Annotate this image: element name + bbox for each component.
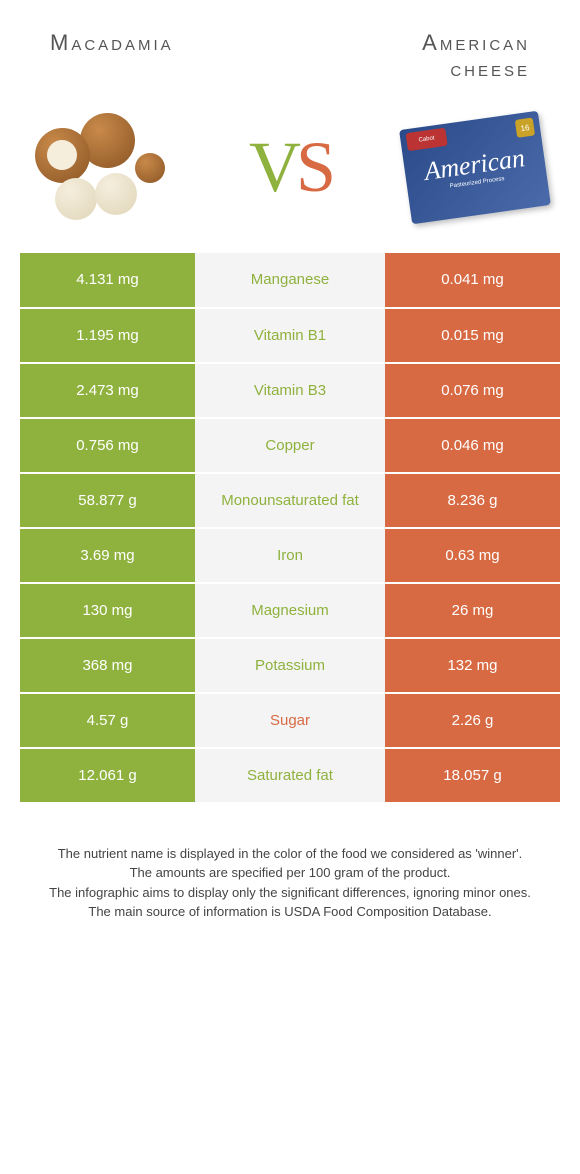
right-value: 0.076 mg — [385, 363, 560, 418]
nutrient-row: 368 mgPotassium132 mg — [20, 638, 560, 693]
right-value: 0.015 mg — [385, 308, 560, 363]
nutrient-row: 3.69 mgIron0.63 mg — [20, 528, 560, 583]
right-value: 0.63 mg — [385, 528, 560, 583]
vs-label: VS — [249, 126, 331, 209]
header: Macadamia American cheese — [0, 0, 580, 93]
nutrient-name: Manganese — [195, 253, 385, 308]
nutrient-name: Magnesium — [195, 583, 385, 638]
footer-line: The amounts are specified per 100 gram o… — [30, 863, 550, 883]
left-value: 130 mg — [20, 583, 195, 638]
macadamia-image — [25, 103, 185, 233]
right-value: 0.046 mg — [385, 418, 560, 473]
nutrient-row: 0.756 mgCopper0.046 mg — [20, 418, 560, 473]
left-food-title: Macadamia — [40, 30, 290, 83]
nutrient-row: 58.877 gMonounsaturated fat8.236 g — [20, 473, 560, 528]
nutrient-row: 4.57 gSugar2.26 g — [20, 693, 560, 748]
left-value: 58.877 g — [20, 473, 195, 528]
right-value: 8.236 g — [385, 473, 560, 528]
left-value: 0.756 mg — [20, 418, 195, 473]
nutrient-name: Sugar — [195, 693, 385, 748]
nutrient-name: Vitamin B1 — [195, 308, 385, 363]
nutrient-row: 2.473 mgVitamin B30.076 mg — [20, 363, 560, 418]
cheese-image: Cabot 16 American Pasteurized Process — [395, 103, 555, 233]
footer-line: The nutrient name is displayed in the co… — [30, 844, 550, 864]
left-value: 2.473 mg — [20, 363, 195, 418]
nutrient-row: 4.131 mgManganese0.041 mg — [20, 253, 560, 308]
nutrient-table: 4.131 mgManganese0.041 mg1.195 mgVitamin… — [20, 253, 560, 804]
image-row: VS Cabot 16 American Pasteurized Process — [0, 93, 580, 253]
left-value: 368 mg — [20, 638, 195, 693]
right-value: 26 mg — [385, 583, 560, 638]
nutrient-name: Iron — [195, 528, 385, 583]
nutrient-row: 1.195 mgVitamin B10.015 mg — [20, 308, 560, 363]
left-value: 1.195 mg — [20, 308, 195, 363]
right-value: 2.26 g — [385, 693, 560, 748]
nutrient-name: Monounsaturated fat — [195, 473, 385, 528]
nutrient-row: 130 mgMagnesium26 mg — [20, 583, 560, 638]
nutrient-name: Saturated fat — [195, 748, 385, 803]
left-value: 4.131 mg — [20, 253, 195, 308]
footer-line: The infographic aims to display only the… — [30, 883, 550, 903]
nutrient-row: 12.061 gSaturated fat18.057 g — [20, 748, 560, 803]
footer-line: The main source of information is USDA F… — [30, 902, 550, 922]
footer-notes: The nutrient name is displayed in the co… — [0, 804, 580, 922]
left-value: 12.061 g — [20, 748, 195, 803]
right-value: 132 mg — [385, 638, 560, 693]
nutrient-name: Potassium — [195, 638, 385, 693]
left-value: 4.57 g — [20, 693, 195, 748]
right-value: 0.041 mg — [385, 253, 560, 308]
nutrient-name: Copper — [195, 418, 385, 473]
left-value: 3.69 mg — [20, 528, 195, 583]
right-value: 18.057 g — [385, 748, 560, 803]
right-food-title: American cheese — [290, 30, 540, 83]
nutrient-name: Vitamin B3 — [195, 363, 385, 418]
